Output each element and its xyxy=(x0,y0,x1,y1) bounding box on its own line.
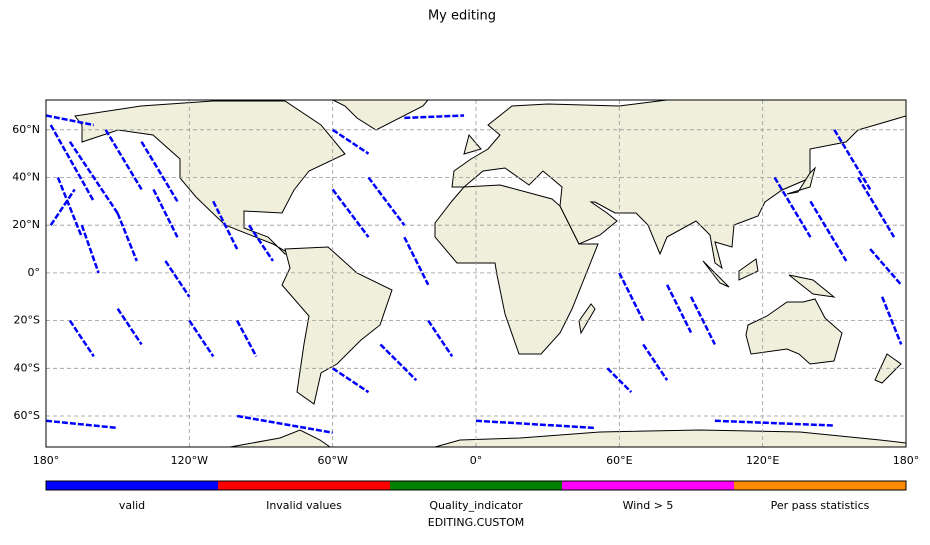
colorbar-tick-label: valid xyxy=(119,499,145,512)
colorbar-frame xyxy=(45,480,907,491)
y-tick-label: 20°S xyxy=(14,314,40,327)
chart-title: My editing xyxy=(428,9,496,24)
colorbar-label: EDITING.CUSTOM xyxy=(428,516,524,529)
antarctica xyxy=(434,429,906,447)
x-tick-label: 120°E xyxy=(746,454,779,467)
map-area xyxy=(46,100,906,447)
eurasia xyxy=(451,100,906,270)
y-tick-label: 0° xyxy=(28,266,41,279)
x-tick-label: 180° xyxy=(893,454,920,467)
colorbar-tick-label: Wind > 5 xyxy=(623,499,674,512)
colorbar: valid Invalid values Quality_indicator Wind… xyxy=(45,480,907,512)
colorbar-segment xyxy=(562,481,734,490)
x-tick-label: 0° xyxy=(470,454,483,467)
tracks xyxy=(46,114,903,434)
south-america xyxy=(281,246,393,405)
y-tick-label: 20°N xyxy=(12,218,40,231)
y-tick-label: 40°S xyxy=(14,361,40,374)
map-frame xyxy=(45,99,907,448)
x-tick-label: 60°E xyxy=(606,454,632,467)
x-tick-label: 120°W xyxy=(171,454,208,467)
colorbar-segment xyxy=(734,481,906,490)
x-tick-label: 60°W xyxy=(317,454,347,467)
y-tick-label: 40°N xyxy=(12,171,40,184)
colorbar-tick-label: Invalid values xyxy=(266,499,342,512)
new-guinea xyxy=(788,274,836,298)
x-tick-label: 180° xyxy=(33,454,60,467)
y-tick-label: 60°N xyxy=(12,123,40,136)
y-tick-label: 60°S xyxy=(14,409,40,422)
track xyxy=(46,114,903,434)
borneo xyxy=(738,258,759,281)
japan xyxy=(786,166,816,195)
colorbar-segment xyxy=(46,481,218,490)
sumatra xyxy=(702,260,730,288)
antarctic-peninsula xyxy=(229,429,331,447)
axis-labels: 180° 120°W 60°W 0° 60°E 120°E 180° 60°S 40°S 20°S… xyxy=(12,123,919,467)
colorbar-tick-label: Quality_indicator xyxy=(429,499,523,512)
australia xyxy=(745,298,843,365)
britain xyxy=(463,133,482,155)
madagascar xyxy=(578,303,596,335)
colorbar-tick-label: Per pass statistics xyxy=(771,499,870,512)
colorbar-segment xyxy=(218,481,390,490)
colorbar-segment xyxy=(390,481,562,490)
